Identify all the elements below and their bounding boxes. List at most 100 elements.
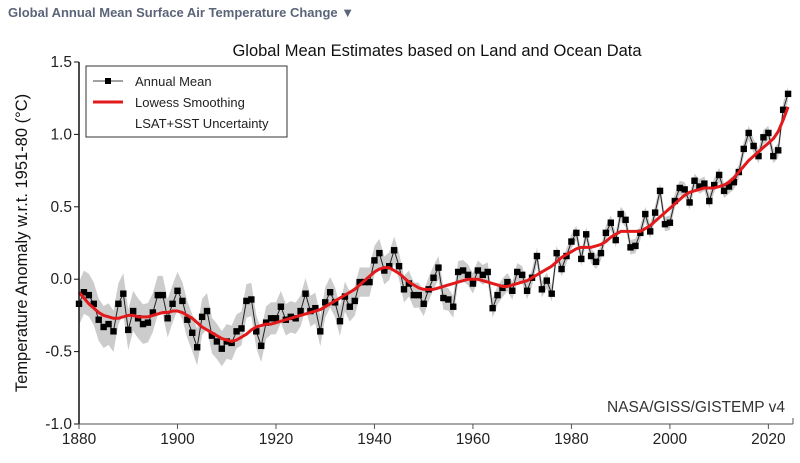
x-tick-label: 1960 (456, 431, 491, 448)
annual-mean-point (484, 268, 491, 276)
annual-mean-point (494, 291, 501, 299)
annual-mean-point (651, 209, 659, 216)
annual-mean-point (371, 257, 378, 264)
x-tick-label: 1940 (357, 431, 392, 448)
annual-mean-point (479, 271, 486, 279)
annual-mean-point (376, 249, 383, 257)
annual-mean-point (105, 320, 112, 328)
annual-mean-point (696, 183, 703, 190)
annual-mean-point (632, 242, 639, 250)
x-tick-label: 2020 (751, 431, 786, 448)
annual-mean-point (464, 271, 472, 279)
annual-mean-point (100, 323, 107, 331)
annual-mean-point (656, 187, 664, 195)
annual-mean-point (267, 315, 275, 322)
annual-mean-point (440, 294, 447, 302)
annual-mean-point (691, 177, 698, 184)
annual-mean-point (612, 236, 619, 244)
annual-mean-point (711, 181, 718, 189)
x-tick-label: 1880 (62, 431, 97, 448)
annual-mean-point (317, 328, 324, 335)
annual-mean-point (346, 303, 354, 310)
annual-mean-point (765, 129, 772, 137)
annual-mean-point (233, 328, 240, 335)
annual-mean-point (129, 307, 137, 315)
annual-mean-point (272, 315, 280, 322)
y-tick-label: 1.5 (50, 54, 72, 71)
annual-mean-point (518, 271, 526, 279)
annual-mean-point (543, 277, 550, 284)
annual-mean-point (745, 129, 752, 137)
annual-mean-point (592, 258, 600, 266)
annual-mean-point (784, 90, 792, 98)
annual-mean-point (243, 297, 250, 305)
annual-mean-point (218, 345, 225, 352)
annual-mean-point (395, 262, 403, 270)
annual-mean-point (193, 344, 201, 351)
annual-mean-point (587, 252, 595, 260)
annual-mean-point (90, 300, 97, 308)
annual-mean-point (110, 328, 117, 335)
annual-mean-point (410, 291, 418, 299)
annual-mean-point (582, 231, 590, 238)
annual-mean-point (297, 307, 304, 315)
annual-mean-point (144, 319, 152, 326)
annual-mean-point (322, 299, 329, 306)
annual-mean-point (95, 316, 102, 323)
annual-mean-point (715, 171, 723, 179)
annual-mean-point (671, 197, 679, 205)
annual-mean-point (149, 309, 157, 316)
x-tick-label: 1980 (554, 431, 589, 448)
annual-mean-point (366, 278, 373, 286)
annual-mean-point (154, 291, 161, 299)
annual-mean-point (454, 268, 462, 276)
annual-mean-point (169, 300, 176, 308)
y-tick-label: -0.5 (45, 344, 72, 361)
annual-mean-point (390, 247, 398, 254)
y-tick-label: 0.5 (50, 199, 72, 216)
annual-mean-point (681, 186, 688, 193)
annual-mean-point (198, 313, 206, 321)
x-tick-label: 1920 (259, 431, 294, 448)
axes: -1.0 -0.5 0.0 0.5 1.0 1.5 1880 1900 1920 1940 1960… (45, 54, 794, 448)
annual-mean-point (208, 332, 216, 339)
annual-mean-point (450, 303, 457, 310)
lowess-layer (77, 106, 790, 343)
annual-mean-point (312, 304, 319, 312)
y-tick-label: -1.0 (45, 416, 72, 433)
annual-mean-point (139, 320, 147, 328)
lowess-line (77, 106, 790, 343)
x-tick-label: 1900 (160, 431, 195, 448)
annual-mean-point (568, 238, 575, 245)
annual-mean-point (253, 328, 260, 335)
annual-mean-point (381, 267, 388, 274)
annual-mean-point (514, 268, 521, 276)
annual-mean-point (184, 316, 191, 323)
annual-mean-point (779, 106, 787, 113)
annual-mean-point (356, 278, 363, 286)
annual-mean-point (686, 199, 693, 206)
annual-mean-point (326, 289, 334, 296)
annual-mean-point (400, 286, 408, 293)
annual-mean-point (770, 152, 777, 160)
annual-mean-point (523, 287, 531, 294)
annual-mean-point (430, 274, 437, 281)
annual-mean-point (701, 180, 708, 187)
annual-mean-point (622, 216, 629, 224)
annual-mean-point (538, 286, 546, 293)
annual-mean-point (676, 184, 683, 192)
annual-mean-point (179, 297, 186, 305)
annual-mean-point (725, 183, 733, 190)
annual-mean-point (189, 329, 196, 336)
annual-mean-point (125, 326, 132, 334)
chart-selector-dropdown[interactable]: Global Annual Mean Surface Air Temperatu… (8, 5, 354, 20)
y-axis-label: Temperature Anomaly w.r.t. 1951-80 (°C) (13, 94, 31, 392)
annual-mean-point (435, 264, 442, 271)
annual-mean-point (238, 325, 245, 332)
annual-mean-point (642, 210, 649, 218)
annual-mean-point (420, 300, 427, 308)
annual-mean-point (740, 145, 747, 153)
annual-mean-point (120, 290, 127, 297)
annual-mean-point (203, 307, 211, 315)
